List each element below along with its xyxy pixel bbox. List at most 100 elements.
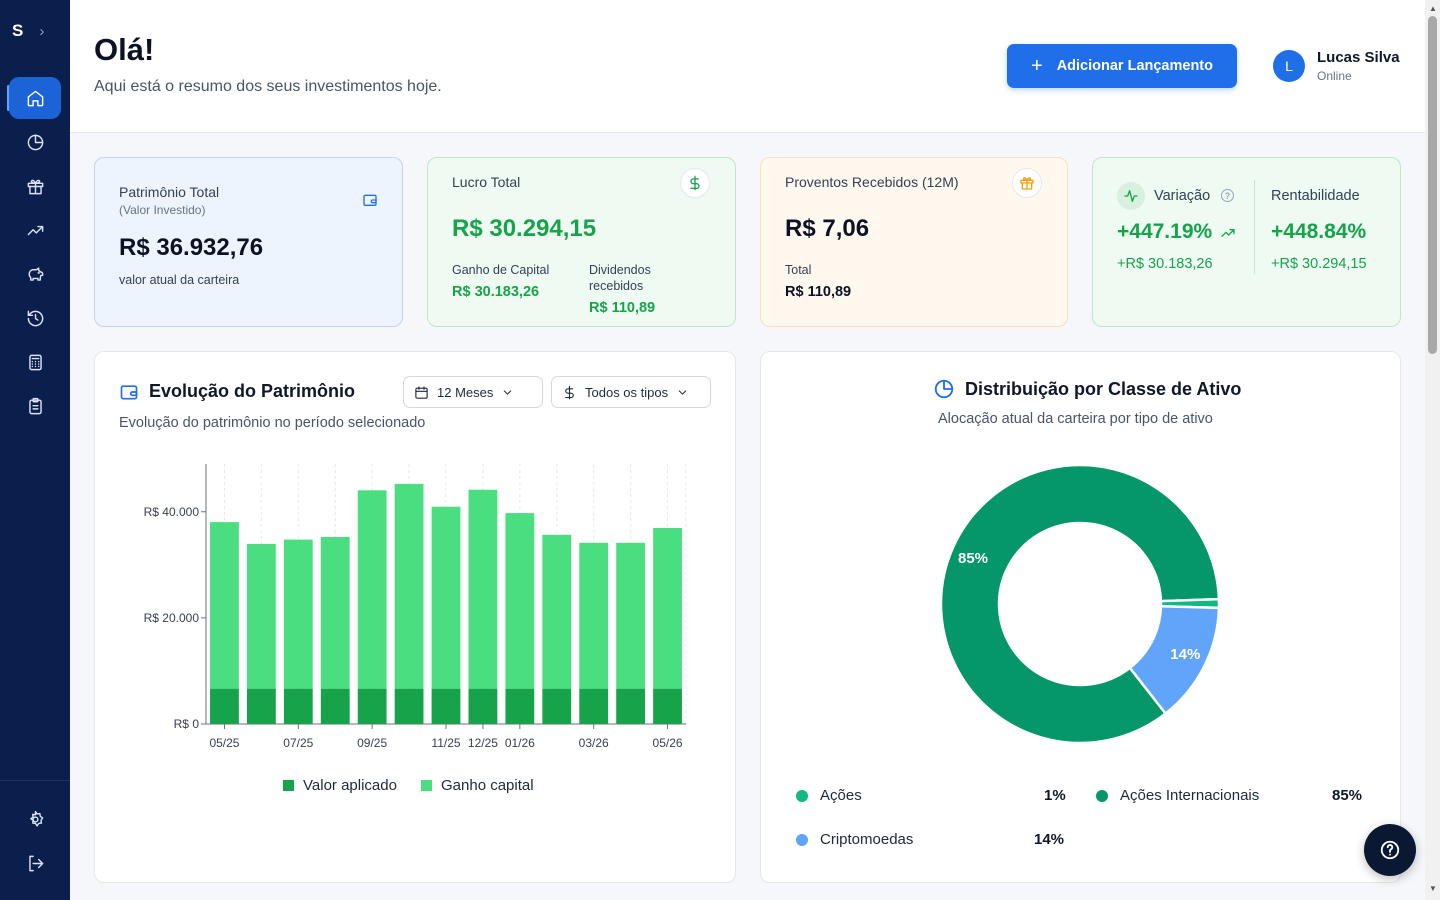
- sidebar-item-settings[interactable]: [9, 798, 61, 840]
- clipboard-icon: [28, 397, 42, 414]
- period-select[interactable]: 12 Meses: [403, 376, 543, 408]
- legend-item-valor-aplicado[interactable]: Valor aplicado: [283, 777, 397, 794]
- user-status: Online: [1317, 69, 1352, 83]
- ganho-label: Ganho de Capital: [452, 263, 550, 277]
- legend-label: Ações: [820, 787, 862, 804]
- bar-ganho-capital[interactable]: [210, 522, 239, 689]
- scrollbar-thumb[interactable]: [1428, 16, 1437, 354]
- bar-valor-aplicado[interactable]: [579, 688, 609, 724]
- dividendos-label: Dividendos: [589, 263, 651, 277]
- sidebar-bottom: [0, 780, 70, 886]
- legend-item-criptomoedas[interactable]: Criptomoedas: [796, 831, 913, 848]
- x-tick-label: 09/25: [357, 736, 387, 750]
- x-tick-label: 01/26: [505, 736, 535, 750]
- legend-swatch: [283, 780, 294, 791]
- bar-valor-aplicado[interactable]: [431, 688, 461, 724]
- bar-ganho-capital[interactable]: [320, 536, 350, 689]
- sidebar-item-performance[interactable]: [9, 209, 61, 251]
- bar-valor-aplicado[interactable]: [505, 688, 535, 724]
- help-circle-icon[interactable]: ?: [1221, 189, 1234, 202]
- patrimonio-value: R$ 36.932,76: [119, 234, 264, 261]
- type-select[interactable]: Todos os tipos: [551, 376, 711, 408]
- bar-valor-aplicado[interactable]: [357, 688, 387, 724]
- bar-ganho-capital[interactable]: [283, 539, 313, 689]
- chevron-down-icon: [504, 389, 512, 395]
- pie-slice[interactable]: [939, 463, 1221, 745]
- legend-item-acoes-internacionais[interactable]: Ações Internacionais: [1096, 787, 1259, 804]
- bar-ganho-capital[interactable]: [431, 506, 461, 689]
- sidebar-item-calculator[interactable]: [9, 341, 61, 383]
- chevron-right-icon[interactable]: ›: [39, 22, 45, 40]
- sidebar-item-home[interactable]: [9, 77, 61, 119]
- scroll-down-icon[interactable]: ▼: [1429, 884, 1437, 893]
- sidebar-item-savings[interactable]: [9, 253, 61, 295]
- sidebar-item-logout[interactable]: [9, 842, 61, 884]
- add-entry-button[interactable]: + Adicionar Lançamento: [1007, 44, 1237, 88]
- legend-item-acoes[interactable]: Ações: [796, 787, 862, 804]
- bar-ganho-capital[interactable]: [394, 483, 424, 689]
- card-subtitle: (Valor Investido): [119, 203, 206, 217]
- variacao-sub: +R$ 30.183,26: [1117, 256, 1213, 272]
- legend-item-ganho-capital[interactable]: Ganho capital: [421, 777, 534, 794]
- bar-ganho-capital[interactable]: [505, 513, 535, 689]
- variacao-value: +447.19%: [1117, 220, 1213, 243]
- bar-ganho-capital[interactable]: [357, 490, 387, 689]
- distribuicao-panel: [760, 351, 1401, 883]
- bar-valor-aplicado[interactable]: [210, 688, 239, 724]
- bar-ganho-capital[interactable]: [653, 527, 682, 689]
- bar-valor-aplicado[interactable]: [653, 688, 682, 724]
- x-tick-label: 05/25: [209, 736, 239, 750]
- x-tick-label: 05/26: [653, 736, 683, 750]
- gift-icon: [1012, 168, 1042, 198]
- calendar-icon: [415, 385, 428, 399]
- total-label: Total: [785, 263, 812, 277]
- card-patrimonio: Patrimônio Total (Valor Investido) R$ 36…: [94, 157, 403, 327]
- sidebar-item-reports[interactable]: [9, 385, 61, 427]
- bar-ganho-capital[interactable]: [246, 543, 276, 689]
- scrollbar[interactable]: ▲ ▼: [1425, 0, 1440, 900]
- app-logo: S: [12, 21, 24, 40]
- legend-pct: 14%: [1034, 831, 1065, 848]
- divider: [1254, 180, 1255, 274]
- wallet-icon: [120, 385, 138, 400]
- card-title: Patrimônio Total: [119, 184, 220, 200]
- bar-valor-aplicado[interactable]: [283, 688, 313, 724]
- bar-valor-aplicado[interactable]: [320, 688, 350, 724]
- bar-valor-aplicado[interactable]: [394, 688, 424, 724]
- lucro-value: R$ 30.294,15: [452, 215, 597, 242]
- bar-valor-aplicado[interactable]: [616, 688, 646, 724]
- sidebar-item-history[interactable]: [9, 297, 61, 339]
- sidebar-header: S ›: [0, 0, 70, 62]
- bar-ganho-capital[interactable]: [579, 542, 609, 689]
- variacao-title: Variação: [1154, 188, 1211, 204]
- bar-ganho-capital[interactable]: [542, 534, 572, 689]
- chevron-down-icon: [678, 389, 687, 395]
- legend-dot: [796, 833, 808, 846]
- avatar[interactable]: L: [1273, 50, 1305, 82]
- scroll-up-icon[interactable]: ▲: [1429, 4, 1437, 13]
- evolucao-subtitle: Evolução do patrimônio no período seleci…: [119, 415, 426, 431]
- dividendos-label-2: recebidos: [589, 279, 644, 293]
- wallet-icon: [363, 194, 377, 206]
- card-lucro: Lucro Total R$ 30.294,15 Ganho de Capita…: [427, 157, 736, 327]
- page-subtitle: Aqui está o resumo dos seus investimento…: [94, 78, 442, 95]
- legend-pct: 1%: [1044, 787, 1066, 804]
- distribuicao-chart: 85% 14%: [939, 463, 1221, 745]
- settings-icon: [29, 810, 43, 827]
- bar-valor-aplicado[interactable]: [246, 688, 276, 724]
- y-tick-label: R$ 20.000: [144, 611, 200, 625]
- sidebar-item-dividends[interactable]: [9, 165, 61, 207]
- patrimonio-caption: valor atual da carteira: [119, 273, 240, 287]
- bar-valor-aplicado[interactable]: [468, 688, 498, 724]
- sidebar-item-allocation[interactable]: [9, 121, 61, 163]
- help-button[interactable]: [1364, 824, 1416, 876]
- bar-ganho-capital[interactable]: [616, 542, 646, 689]
- legend-pct: 85%: [1332, 787, 1363, 804]
- bar-ganho-capital[interactable]: [468, 489, 498, 689]
- bar-valor-aplicado[interactable]: [542, 688, 572, 724]
- legend-label: Ganho capital: [441, 777, 534, 794]
- pie-slice[interactable]: [1128, 604, 1221, 716]
- legend-label: Criptomoedas: [820, 831, 914, 848]
- pie-chart-icon: [27, 134, 43, 150]
- x-tick-label: 07/25: [283, 736, 313, 750]
